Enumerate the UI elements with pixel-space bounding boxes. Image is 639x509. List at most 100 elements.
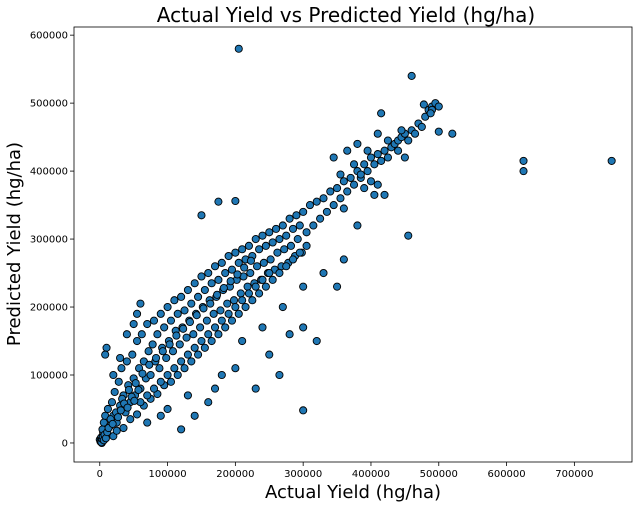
data-point [177, 292, 186, 301]
data-point [288, 255, 298, 264]
data-point [207, 279, 216, 288]
data-point [177, 357, 186, 366]
data-point [102, 343, 111, 352]
data-point [192, 311, 201, 320]
data-point [182, 333, 191, 342]
data-point [377, 109, 386, 118]
data-point [128, 350, 137, 359]
data-point [253, 262, 262, 271]
data-point [349, 160, 359, 169]
data-point [210, 262, 220, 271]
data-point [145, 360, 154, 369]
data-point [107, 398, 117, 407]
data-point [124, 385, 133, 395]
data-point [407, 71, 416, 80]
data-point [170, 296, 179, 305]
y-tick-label: 500000 [30, 99, 68, 110]
data-point [226, 277, 235, 286]
data-point [383, 153, 392, 162]
data-point [273, 248, 282, 257]
data-point [370, 160, 379, 169]
data-point [238, 245, 247, 254]
data-point [168, 347, 178, 356]
data-point [434, 127, 443, 136]
data-point [229, 296, 239, 305]
x-axis-label: Actual Yield (hg/ha) [265, 482, 441, 503]
data-point [200, 285, 209, 295]
data-point [339, 177, 348, 186]
data-point [519, 167, 528, 176]
data-point [400, 153, 409, 162]
data-point [244, 289, 253, 298]
data-point [160, 323, 169, 332]
data-point [187, 357, 196, 366]
data-point [122, 357, 131, 366]
data-point [394, 146, 403, 155]
y-tick-label: 400000 [30, 167, 68, 178]
y-tick-label: 300000 [30, 235, 68, 246]
data-point [326, 187, 335, 196]
x-tick-label: 400000 [352, 469, 390, 480]
data-point [187, 299, 196, 308]
data-point [377, 156, 386, 165]
data-point [333, 282, 342, 291]
data-point [380, 190, 389, 199]
data-point [194, 292, 203, 301]
data-point [163, 370, 172, 380]
data-point [363, 167, 372, 176]
data-point [132, 309, 142, 318]
data-point [155, 364, 164, 373]
data-point [210, 323, 220, 332]
data-point [231, 302, 240, 312]
data-point [243, 282, 252, 291]
data-point [179, 324, 188, 333]
data-point [163, 302, 172, 312]
data-point [322, 207, 331, 216]
data-point [258, 231, 267, 240]
data-point [255, 289, 264, 298]
data-point [233, 270, 242, 279]
data-point [302, 241, 311, 250]
data-point [410, 129, 420, 138]
data-point [316, 214, 325, 223]
data-point [165, 340, 174, 349]
data-point [221, 268, 230, 278]
data-point [214, 275, 223, 284]
data-point [234, 309, 243, 318]
data-point [519, 156, 528, 165]
data-point [114, 377, 123, 386]
data-point [360, 184, 369, 193]
data-point [366, 153, 376, 162]
data-point [183, 391, 192, 400]
data-point [607, 156, 616, 165]
data-point [110, 387, 119, 397]
data-point [309, 221, 318, 230]
data-point [236, 289, 245, 298]
data-point [204, 398, 213, 407]
data-point [180, 306, 189, 315]
data-point [183, 350, 192, 359]
data-point [397, 126, 406, 135]
data-point [258, 323, 267, 332]
data-point [265, 350, 274, 359]
chart-title: Actual Yield vs Predicted Yield (hg/ha) [157, 3, 535, 27]
y-tick-label: 600000 [30, 31, 68, 42]
data-point [251, 384, 260, 393]
data-point [122, 330, 131, 339]
data-point [231, 364, 240, 373]
data-point [210, 384, 220, 393]
data-point [116, 406, 125, 415]
data-point [149, 384, 159, 393]
data-point [197, 211, 206, 220]
data-point [109, 370, 118, 380]
data-point [172, 331, 181, 340]
data-point [268, 238, 277, 247]
plot-area [74, 27, 632, 462]
data-point [234, 44, 243, 53]
data-point [190, 343, 199, 352]
x-tick-label: 700000 [555, 469, 593, 480]
data-point [114, 413, 123, 422]
data-point [299, 207, 308, 216]
data-point [268, 275, 277, 284]
data-point [170, 364, 179, 373]
